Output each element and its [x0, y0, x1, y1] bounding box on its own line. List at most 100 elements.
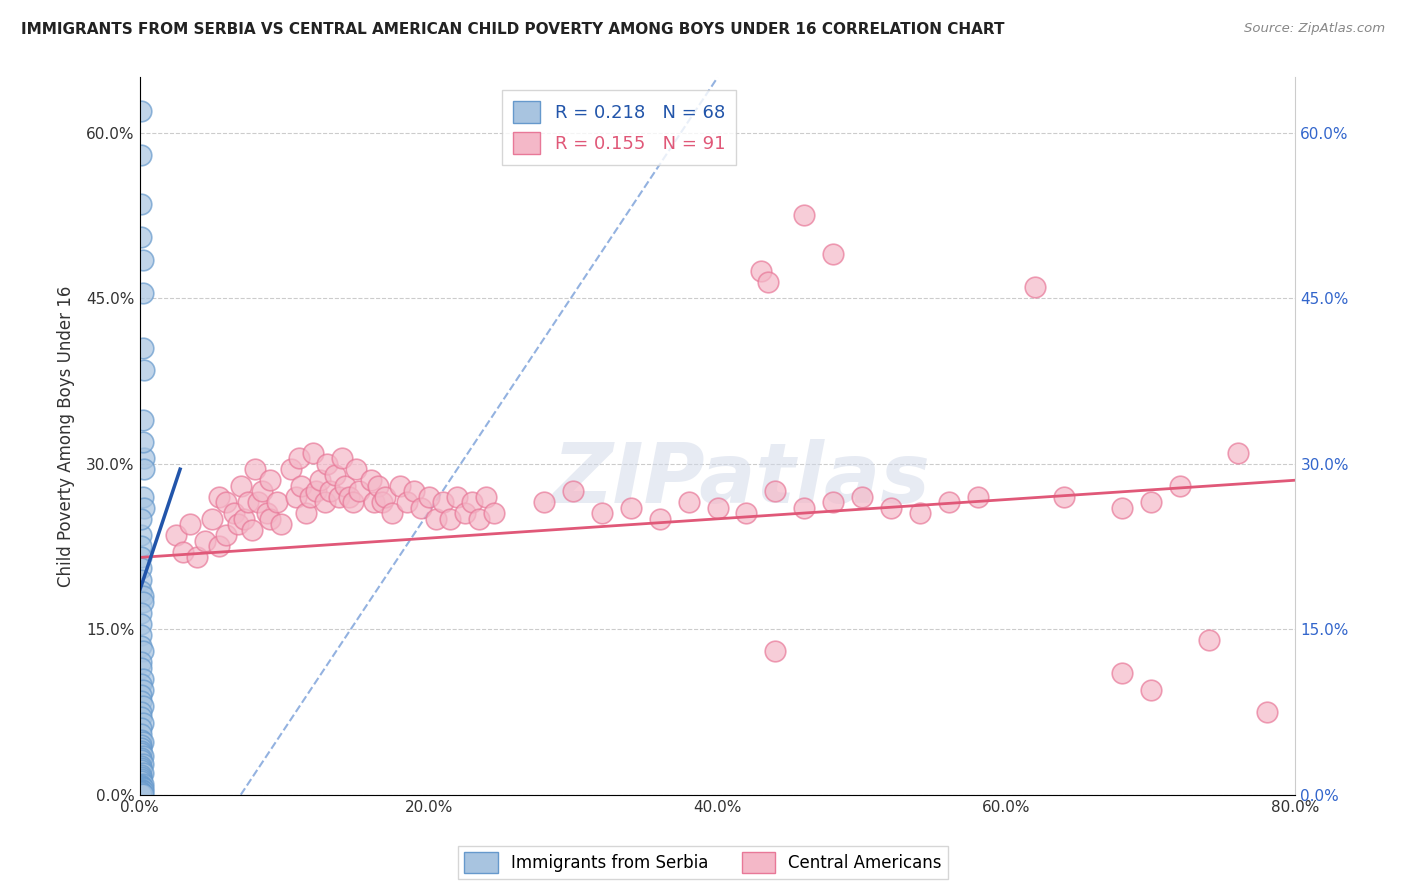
Point	[454, 506, 477, 520]
Point	[287, 451, 309, 466]
Point	[131, 434, 153, 449]
Point	[648, 512, 671, 526]
Point	[342, 495, 364, 509]
Point	[735, 506, 758, 520]
Point	[131, 756, 153, 771]
Point	[131, 716, 153, 731]
Point	[381, 506, 404, 520]
Point	[129, 103, 152, 118]
Point	[129, 768, 152, 782]
Point	[131, 341, 153, 355]
Point	[330, 451, 353, 466]
Point	[1226, 445, 1249, 459]
Point	[236, 495, 259, 509]
Point	[252, 484, 274, 499]
Point	[129, 694, 152, 708]
Point	[208, 490, 231, 504]
Point	[793, 500, 815, 515]
Text: IMMIGRANTS FROM SERBIA VS CENTRAL AMERICAN CHILD POVERTY AMONG BOYS UNDER 16 COR: IMMIGRANTS FROM SERBIA VS CENTRAL AMERIC…	[21, 22, 1005, 37]
Point	[131, 682, 153, 697]
Point	[302, 445, 325, 459]
Point	[938, 495, 960, 509]
Point	[129, 738, 152, 752]
Point	[337, 490, 360, 504]
Point	[299, 490, 322, 504]
Point	[280, 462, 302, 476]
Point	[132, 363, 155, 377]
Point	[131, 594, 153, 608]
Point	[880, 500, 903, 515]
Point	[129, 770, 152, 784]
Point	[129, 722, 152, 736]
Point	[411, 500, 433, 515]
Point	[756, 275, 779, 289]
Point	[131, 749, 153, 764]
Point	[129, 512, 152, 526]
Point	[129, 759, 152, 773]
Point	[247, 495, 270, 509]
Point	[194, 533, 217, 548]
Point	[129, 774, 152, 789]
Point	[131, 672, 153, 686]
Point	[284, 490, 307, 504]
Point	[129, 787, 152, 801]
Point	[129, 628, 152, 642]
Point	[132, 500, 155, 515]
Point	[131, 735, 153, 749]
Point	[270, 517, 292, 532]
Point	[132, 462, 155, 476]
Point	[468, 512, 491, 526]
Point	[129, 540, 152, 554]
Point	[165, 528, 187, 542]
Point	[129, 761, 152, 775]
Point	[129, 772, 152, 787]
Point	[823, 247, 845, 261]
Point	[245, 462, 267, 476]
Point	[129, 677, 152, 691]
Point	[562, 484, 585, 499]
Point	[316, 457, 339, 471]
Point	[129, 197, 152, 211]
Point	[418, 490, 440, 504]
Point	[793, 208, 815, 222]
Point	[129, 727, 152, 741]
Point	[129, 741, 152, 756]
Text: Source: ZipAtlas.com: Source: ZipAtlas.com	[1244, 22, 1385, 36]
Point	[129, 705, 152, 719]
Point	[129, 784, 152, 798]
Point	[1140, 682, 1163, 697]
Point	[129, 751, 152, 765]
Point	[129, 743, 152, 757]
Point	[222, 506, 245, 520]
Point	[374, 490, 396, 504]
Point	[328, 490, 350, 504]
Point	[129, 689, 152, 703]
Point	[131, 765, 153, 780]
Point	[360, 473, 382, 487]
Point	[475, 490, 498, 504]
Point	[129, 710, 152, 724]
Point	[363, 495, 385, 509]
Point	[232, 512, 254, 526]
Point	[908, 506, 931, 520]
Point	[333, 479, 356, 493]
Point	[404, 484, 426, 499]
Point	[129, 782, 152, 797]
Point	[129, 655, 152, 669]
Point	[367, 479, 389, 493]
Point	[129, 528, 152, 542]
Point	[129, 778, 152, 792]
Point	[131, 777, 153, 791]
Point	[129, 780, 152, 794]
Point	[1168, 479, 1191, 493]
Point	[129, 783, 152, 797]
Point	[129, 561, 152, 575]
Point	[259, 512, 281, 526]
Point	[763, 644, 786, 658]
Point	[129, 732, 152, 747]
Point	[432, 495, 454, 509]
Point	[215, 495, 238, 509]
Point	[129, 785, 152, 799]
Point	[446, 490, 468, 504]
Point	[706, 500, 728, 515]
